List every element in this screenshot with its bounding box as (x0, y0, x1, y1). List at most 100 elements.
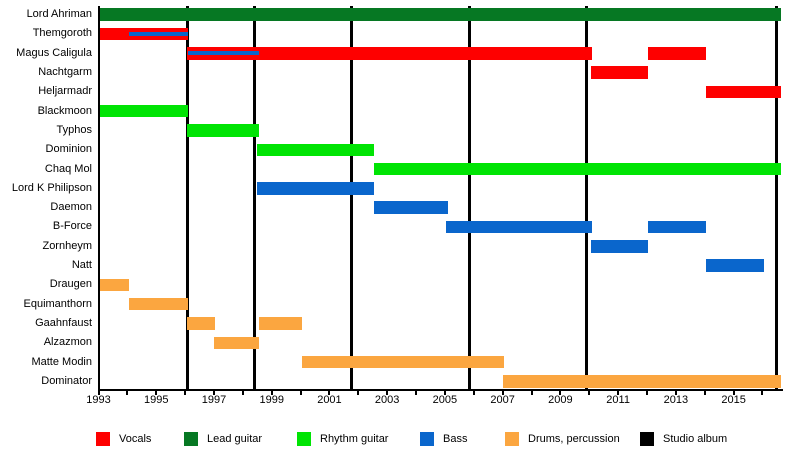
legend-swatch-bass (420, 431, 434, 446)
x-axis-year-label: 2001 (317, 394, 342, 406)
timeline-bar-vocals (706, 85, 782, 99)
legend-swatch-studio-album (640, 431, 654, 446)
x-axis-tick (559, 391, 562, 395)
timeline-bar-bass (706, 259, 764, 272)
member-name-label-matte-modin: Matte Modin (31, 355, 92, 368)
x-axis-year-label: 2003 (374, 394, 400, 406)
legend-item-drums-percussion: Drums, percussion (505, 431, 620, 446)
member-name-label-heljarmadr: Heljarmadr (38, 85, 92, 98)
member-name-label-gaahnfaust: Gaahnfaust (35, 316, 92, 329)
x-axis-year-label: 2005 (432, 394, 458, 406)
timeline-overlay-bar-bass (128, 31, 188, 37)
x-axis-tick (645, 391, 648, 395)
studio-album-line (467, 6, 471, 390)
legend-item-rhythm-guitar: Rhythm guitar (297, 431, 388, 446)
x-axis-tick (126, 391, 129, 395)
legend-label-bass: Bass (443, 432, 468, 445)
timeline-bar-drums-percussion (502, 375, 782, 388)
member-name-label-alzazmon: Alzazmon (43, 336, 92, 349)
x-axis-tick (270, 391, 273, 395)
member-name-label-equimanthorn: Equimanthorn (23, 297, 93, 310)
member-name-label-dominator: Dominator (41, 374, 92, 387)
timeline-bar-drums-percussion (128, 297, 188, 311)
legend-item-lead-guitar: Lead guitar (184, 431, 262, 446)
member-name-label-magus-caligula: Magus Caligula (16, 46, 92, 59)
x-axis-tick (761, 391, 764, 395)
y-axis-line (97, 6, 100, 390)
timeline-bar-rhythm-guitar (374, 162, 782, 176)
timeline-bar-bass (446, 220, 593, 234)
x-axis-tick (328, 391, 331, 395)
legend-label-rhythm-guitar: Rhythm guitar (320, 432, 389, 445)
x-axis-tick (472, 391, 475, 395)
x-axis-tick (357, 391, 360, 395)
timeline-bar-vocals (648, 47, 707, 60)
x-axis-year-label: 2009 (548, 394, 573, 406)
member-name-label-typhos: Typhos (56, 123, 92, 136)
member-name-label-natt: Natt (71, 259, 92, 272)
x-axis-year-label: 2007 (490, 394, 515, 406)
legend-swatch-vocals (96, 431, 110, 446)
x-axis-tick (299, 391, 302, 395)
timeline-bar-bass (374, 201, 448, 214)
x-axis-tick (415, 391, 418, 395)
x-axis-year-label: 2011 (606, 394, 630, 406)
timeline-bar-vocals (590, 66, 649, 79)
member-name-label-nachtgarm: Nachtgarm (38, 66, 92, 79)
timeline-bar-bass (648, 220, 707, 234)
x-axis-tick (155, 391, 158, 395)
member-name-label-zornheym: Zornheym (42, 239, 92, 252)
x-axis-year-label: 2013 (663, 394, 689, 406)
timeline-bar-drums-percussion (99, 278, 129, 292)
x-axis-tick (501, 391, 504, 395)
legend-item-bass: Bass (420, 431, 467, 446)
member-name-label-themgoroth: Themgoroth (32, 27, 92, 40)
timeline-bar-drums-percussion (302, 355, 505, 369)
timeline-bar-lead-guitar (99, 8, 782, 21)
x-axis-tick (97, 391, 100, 395)
studio-album-line (775, 6, 779, 390)
studio-album-line (584, 6, 588, 390)
member-name-label-lord-k-philipson: Lord K Philipson (11, 181, 92, 194)
studio-album-line (350, 6, 354, 390)
member-name-label-daemon: Daemon (50, 201, 92, 214)
x-axis-tick (530, 391, 533, 395)
x-axis-line (97, 389, 783, 391)
x-axis-tick (443, 391, 446, 395)
x-axis-tick (241, 391, 244, 395)
legend-swatch-drums-percussion (505, 431, 519, 446)
member-name-label-chaq-mol: Chaq Mol (44, 162, 92, 175)
timeline-bar-rhythm-guitar (257, 143, 375, 156)
x-axis-tick (386, 391, 389, 395)
studio-album-line (186, 6, 190, 390)
timeline-bar-vocals (186, 47, 593, 60)
timeline-bar-rhythm-guitar (99, 104, 188, 118)
timeline-bar-drums-percussion (186, 317, 216, 330)
timeline-bar-rhythm-guitar (186, 124, 259, 137)
x-axis-year-label: 1995 (143, 394, 169, 406)
member-name-label-dominion: Dominion (45, 143, 92, 156)
legend-label-vocals: Vocals (119, 432, 152, 445)
legend-item-studio-album: Studio album (640, 431, 727, 446)
studio-album-line (253, 6, 257, 390)
timeline-overlay-bar-bass (187, 51, 259, 56)
x-axis-year-label: 1997 (201, 394, 227, 406)
x-axis-year-label: 2015 (721, 394, 746, 406)
timeline-bar-drums-percussion (213, 336, 259, 349)
legend-label-drums-percussion: Drums, percussion (528, 432, 620, 445)
legend-label-lead-guitar: Lead guitar (207, 432, 263, 445)
member-name-label-b-force: B-Force (52, 220, 92, 233)
x-axis-tick (212, 391, 215, 395)
timeline-bar-drums-percussion (258, 317, 302, 330)
timeline-bar-bass (257, 182, 375, 195)
timeline-bar-bass (590, 240, 649, 253)
member-name-label-draugen: Draugen (49, 278, 92, 291)
x-axis-year-label: 1993 (86, 394, 111, 406)
legend-swatch-rhythm-guitar (297, 431, 311, 446)
x-axis-tick (674, 391, 677, 395)
member-name-label-lord-ahriman: Lord Ahriman (26, 8, 92, 21)
x-axis-year-label: 1999 (259, 394, 284, 406)
x-axis-tick (703, 391, 706, 395)
legend-swatch-lead-guitar (184, 431, 198, 446)
legend-label-studio-album: Studio album (663, 432, 728, 445)
